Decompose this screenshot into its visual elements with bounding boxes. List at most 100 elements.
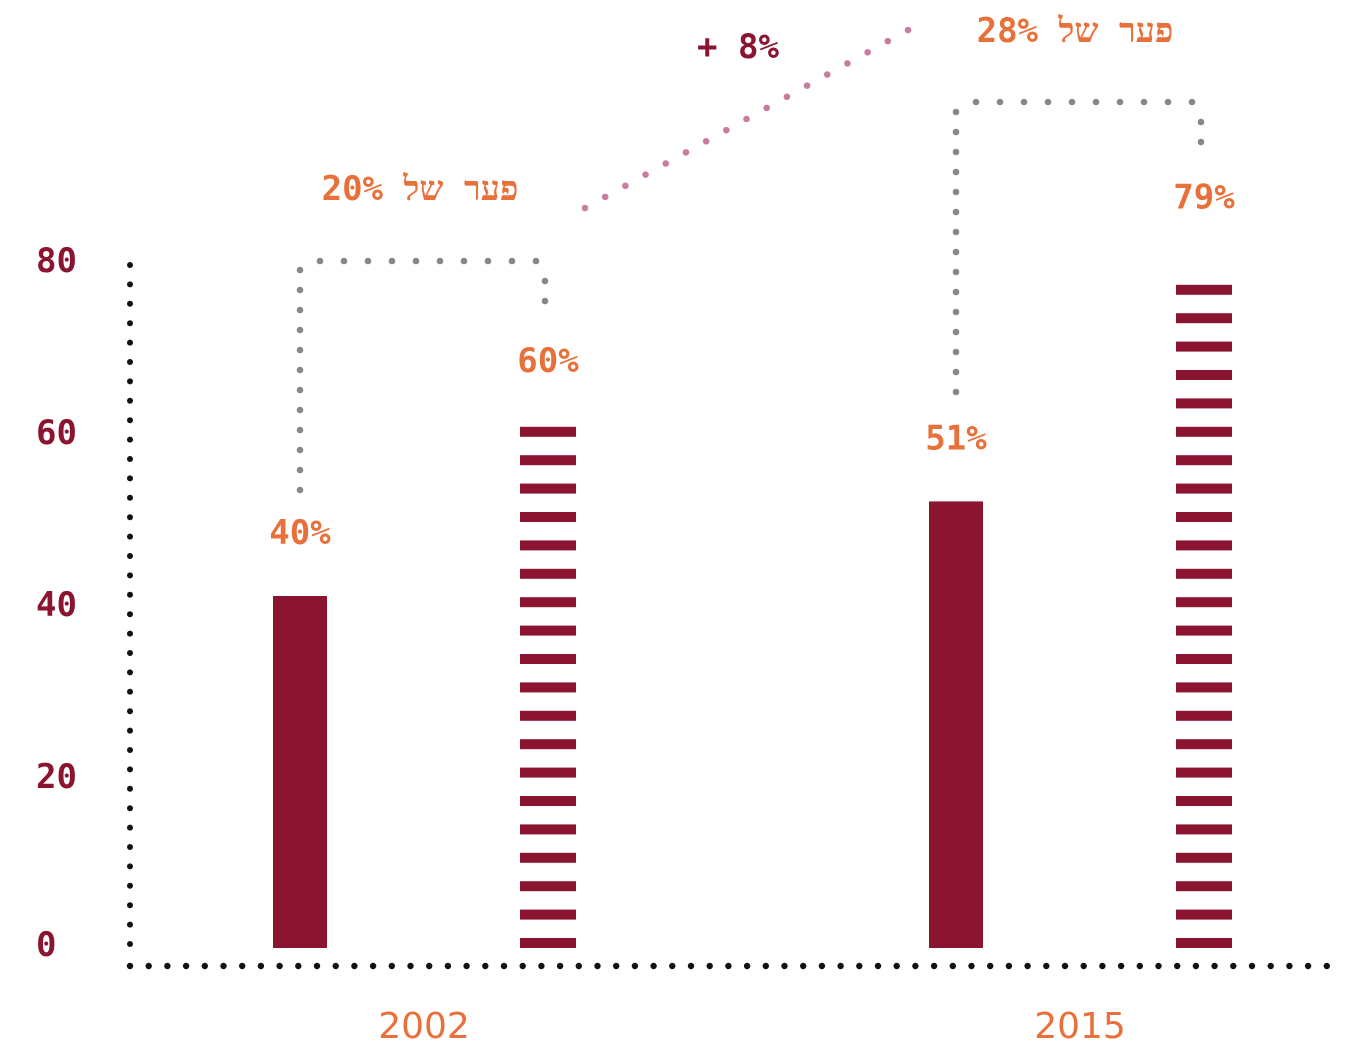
bar-stripe [1176,654,1232,664]
y-axis-dot [127,882,133,889]
gap-label: פער של 28% [977,11,1174,51]
bracket-dot [1092,98,1100,106]
y-tick-label: 20 [36,757,77,797]
x-axis-dot [949,962,956,970]
bar-stripe [1176,682,1232,693]
bar-stripe [1176,767,1232,778]
link-dot [702,137,710,145]
link-dot [682,149,690,156]
bar-stripe [1176,796,1232,806]
bracket-dot [532,257,540,265]
bracket-dot [952,368,960,376]
x-axis-dot [313,962,321,970]
bar-stripe [520,909,576,920]
bracket-dot [952,388,960,396]
bracket-dot [1197,118,1205,126]
link-dot [844,60,851,67]
x-axis-dot [220,962,227,970]
x-axis-dot [687,962,695,970]
y-tick-label: 0 [36,925,56,965]
bracket-dot [296,286,304,294]
y-axis-dot [127,300,133,307]
bar-stripe [520,881,576,892]
bracket-dot [952,248,960,256]
bar-stripe [1176,625,1232,636]
bracket-dot [1044,98,1052,106]
bracket-dot [952,208,960,216]
y-axis-dot [127,456,133,462]
link-dot [743,115,750,123]
bar-stripe [1176,341,1232,352]
x-axis-dot [388,962,395,970]
bar-stripe [520,767,576,778]
x-axis-dot [201,962,208,970]
link-dot [622,182,629,190]
y-axis-dot [127,766,133,773]
x-axis-dot [351,962,358,970]
bracket-dot [460,257,468,265]
bracket-dot [412,257,420,265]
link-dot [601,193,609,201]
bracket-dot [952,108,960,116]
y-axis-dot [127,902,133,909]
bracket-dot [952,328,960,336]
bracket-dot [972,98,980,106]
x-axis-dot [968,962,975,970]
x-axis-dot [239,962,246,970]
bracket-dot [364,257,372,265]
x-axis-dot [257,962,265,970]
data-label: 51% [925,418,987,458]
x-axis-dot [1286,962,1293,970]
bar-stripe [1176,313,1232,324]
y-axis-dot [127,397,133,404]
bar-stripe [520,512,576,522]
bracket-dot [340,257,348,265]
x-axis-dot [463,962,470,970]
y-axis-dot [127,805,133,812]
x-axis-dot [1304,962,1312,970]
bracket-dot [296,446,304,454]
bar-stripe [520,455,576,466]
x-axis-dot [1230,962,1237,970]
x-axis-dot [1024,962,1031,970]
y-axis-dot [127,785,133,792]
bracket-dot [296,486,304,494]
x-axis-dot [1267,962,1274,970]
bracket-dot [436,257,444,265]
x-axis-dot [650,962,657,970]
bar-stripe [1176,455,1232,466]
bar-stripe [520,824,576,835]
x-axis-dot [874,962,882,970]
y-axis-dot [127,824,133,831]
x-axis-dot [426,962,433,970]
y-axis: 0 20 40 60 80 [36,241,133,965]
bar-stripe [1176,824,1232,835]
bar-stripe [520,852,576,863]
bracket-dot [952,308,960,316]
gap-brackets [296,26,1205,494]
x-axis-dot [519,962,526,970]
y-axis-dot [127,572,133,579]
x-axis-dot [1136,962,1144,970]
x-axis-dot [1080,962,1087,970]
y-axis-dot [127,514,133,521]
x-axis-dot [781,962,788,970]
y-axis-dot [127,320,133,327]
x-axis-dot [631,962,639,970]
x-axis-dot [987,962,994,970]
bracket-dot [541,277,549,285]
y-axis-dot [127,921,133,928]
bracket-dot [296,366,304,374]
bar-stripe [1176,881,1232,892]
bar-stripe [1176,909,1232,920]
x-axis-dot [669,962,676,970]
x-tick-label: 2002 [378,1006,470,1041]
bracket-dot [296,346,304,354]
y-axis-dot [127,359,133,365]
bracket-dot [996,98,1004,106]
bar-stripe [520,540,576,551]
gap-change-label: + 8% [697,27,779,67]
bar-stripe [1176,852,1232,863]
bracket-dot [952,148,960,156]
